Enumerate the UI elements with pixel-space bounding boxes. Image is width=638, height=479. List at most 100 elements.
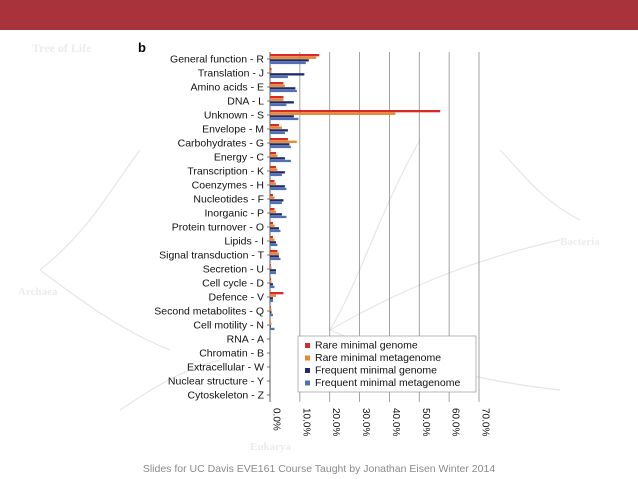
x-tick-label: 20.0% (330, 408, 341, 436)
bar-rare-minimal-genome (270, 152, 276, 155)
bar-frequent-minimal-genome (270, 73, 305, 76)
bar-rare-minimal-metagenome (270, 322, 272, 325)
bar-rare-minimal-metagenome (270, 56, 317, 59)
category-label: RNA - A (227, 334, 264, 346)
bar-frequent-minimal-metagenome (270, 243, 278, 247)
bar-frequent-minimal-genome (270, 283, 273, 286)
bar-frequent-minimal-metagenome (270, 103, 287, 107)
bar-frequent-minimal-genome (270, 87, 296, 90)
category-label: Translation - J (198, 68, 264, 80)
legend-label: Rare minimal metagenome (315, 352, 441, 364)
legend-label: Frequent minimal genome (315, 365, 437, 377)
footer-credit: Slides for UC Davis EVE161 Course Taught… (142, 463, 496, 475)
bar-frequent-minimal-metagenome (270, 61, 306, 65)
panel-letter: b (138, 40, 146, 55)
bar-frequent-minimal-metagenome (270, 299, 273, 303)
bar-rare-minimal-genome (270, 236, 273, 239)
bar-frequent-minimal-metagenome (270, 75, 288, 79)
category-label: Transcription - K (187, 166, 264, 178)
legend-box (297, 335, 477, 393)
bar-rare-minimal-genome (270, 82, 284, 85)
bar-rare-minimal-metagenome (270, 280, 272, 283)
category-label: Second metabolites - Q (154, 306, 264, 318)
bar-frequent-minimal-genome (270, 101, 294, 104)
bar-rare-minimal-genome (270, 68, 272, 71)
bar-rare-minimal-metagenome (270, 210, 276, 213)
bar-frequent-minimal-genome (270, 311, 272, 314)
category-label: Nuclear structure - Y (168, 376, 264, 388)
bar-frequent-minimal-metagenome (270, 313, 273, 317)
x-tick-label: 30.0% (360, 408, 371, 436)
category-label: Defence - V (209, 292, 264, 304)
legend-swatch (305, 368, 310, 373)
bar-rare-minimal-genome (270, 292, 284, 295)
bar-frequent-minimal-metagenome (270, 131, 285, 135)
bar-frequent-minimal-metagenome (270, 201, 282, 205)
bar-frequent-minimal-metagenome (270, 145, 291, 149)
bar-rare-minimal-metagenome (270, 294, 276, 297)
x-tick-label: 10.0% (300, 408, 311, 436)
bar-rare-minimal-genome (270, 110, 441, 113)
bar-rare-minimal-metagenome (270, 70, 272, 73)
x-tick-label: 40.0% (390, 408, 401, 436)
bar-frequent-minimal-metagenome (270, 257, 281, 261)
bar-rare-minimal-genome (270, 124, 279, 127)
bar-frequent-minimal-genome (270, 171, 285, 174)
bar-frequent-minimal-genome (270, 241, 276, 244)
bar-rare-minimal-genome (270, 264, 271, 267)
category-label: Cytoskeleton - Z (188, 390, 265, 402)
bar-frequent-minimal-genome (270, 115, 294, 118)
bar-rare-minimal-metagenome (270, 196, 275, 199)
bar-frequent-minimal-genome (270, 199, 284, 202)
legend-swatch (305, 380, 310, 386)
bar-frequent-minimal-genome (270, 185, 285, 188)
bar-rare-minimal-metagenome (270, 126, 282, 129)
watermark-archaea-label: Archaea (18, 286, 58, 298)
bar-frequent-minimal-metagenome (270, 229, 281, 233)
legend-label: Rare minimal genome (315, 340, 418, 352)
x-tick-label: 0.0% (271, 408, 282, 431)
category-label: Signal transduction - T (159, 250, 264, 262)
bar-rare-minimal-genome (270, 96, 284, 99)
bar-rare-minimal-metagenome (270, 308, 272, 311)
bar-rare-minimal-metagenome (270, 266, 272, 269)
watermark-title: Tree of Life (32, 41, 92, 55)
bar-frequent-minimal-genome (270, 59, 309, 62)
bar-rare-minimal-metagenome (270, 238, 275, 241)
legend-swatch (305, 355, 310, 361)
legend-label: Frequent minimal metagenome (315, 377, 460, 389)
bar-frequent-minimal-metagenome (270, 117, 299, 121)
bar-rare-minimal-genome (270, 306, 271, 309)
bar-rare-minimal-genome (270, 180, 275, 183)
bar-frequent-minimal-metagenome (270, 285, 275, 289)
bar-rare-minimal-metagenome (270, 112, 396, 115)
title-bar (0, 0, 638, 30)
bar-frequent-minimal-metagenome (270, 271, 276, 275)
x-tick-label: 70.0% (480, 408, 491, 436)
bar-frequent-minimal-metagenome (270, 159, 291, 163)
bar-rare-minimal-genome (270, 208, 275, 211)
bar-frequent-minimal-genome (270, 325, 271, 328)
bar-rare-minimal-genome (270, 138, 288, 141)
bar-frequent-minimal-metagenome (270, 89, 297, 93)
bar-frequent-minimal-metagenome (270, 187, 287, 191)
bar-frequent-minimal-metagenome (270, 173, 282, 177)
x-tick-label: 50.0% (420, 408, 431, 436)
bar-frequent-minimal-genome (270, 129, 288, 132)
bar-rare-minimal-genome (270, 278, 271, 281)
bar-rare-minimal-genome (270, 250, 278, 253)
category-label: Nucleotides - F (193, 194, 264, 206)
bar-frequent-minimal-genome (270, 269, 276, 272)
watermark-eukarya-label: Eukarya (250, 441, 291, 453)
bar-rare-minimal-genome (270, 166, 276, 169)
bar-frequent-minimal-genome (270, 255, 279, 258)
bar-frequent-minimal-genome (270, 227, 279, 230)
bar-frequent-minimal-genome (270, 157, 285, 160)
tree-of-life-watermark: Tree of Life Bacteria Archaea Eukarya (18, 41, 600, 453)
category-label: Extracellular - W (187, 362, 264, 374)
category-label: Inorganic - P (204, 208, 264, 220)
bar-rare-minimal-metagenome (270, 224, 275, 227)
watermark-bacteria-label: Bacteria (560, 236, 600, 248)
bar-rare-minimal-metagenome (270, 182, 276, 185)
